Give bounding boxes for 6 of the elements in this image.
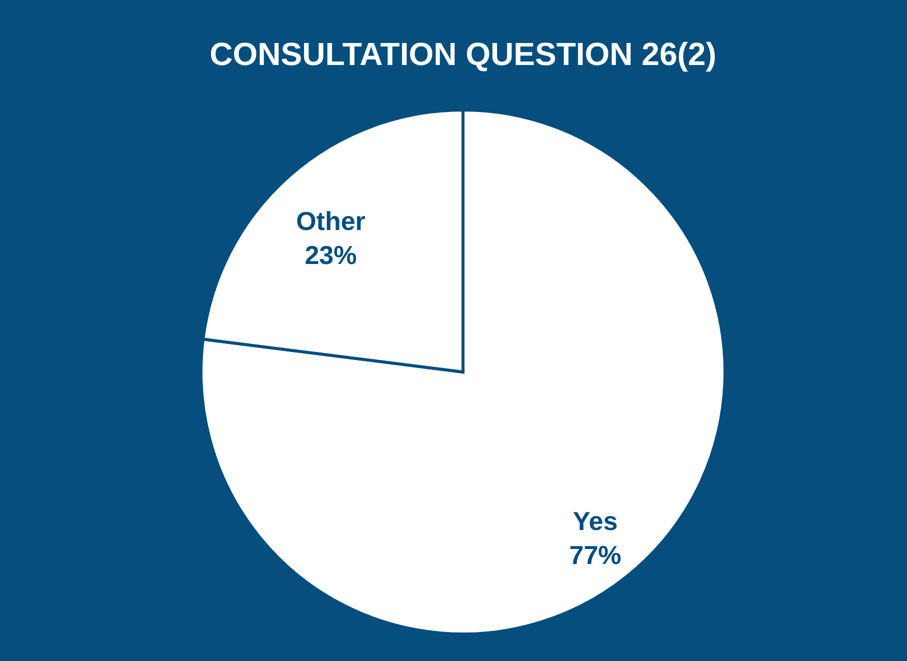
slice-label: Other	[296, 206, 366, 236]
data-label: 77%	[569, 540, 622, 570]
chart-title: CONSULTATION QUESTION 26(2)	[210, 36, 716, 72]
data-label: 23%	[304, 240, 357, 270]
pie-slice	[200, 108, 726, 636]
slice-label: Yes	[572, 506, 618, 536]
